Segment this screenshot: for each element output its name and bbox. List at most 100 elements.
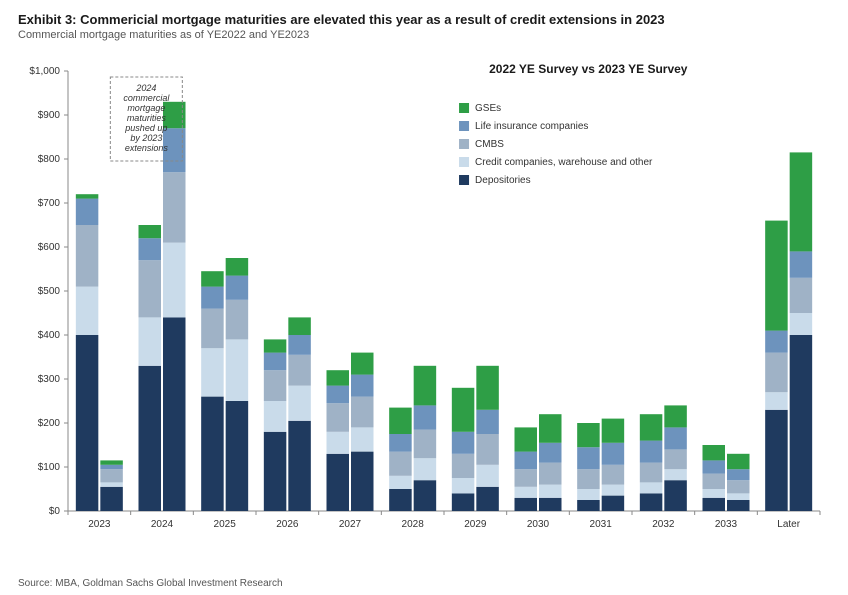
bar-segment (602, 496, 625, 511)
bar-segment (163, 172, 186, 242)
bar-segment (790, 251, 813, 277)
bar-segment (640, 463, 663, 483)
svg-text:2023: 2023 (88, 519, 111, 530)
legend-label: Depositories (475, 175, 531, 186)
bar-segment (327, 454, 350, 511)
bar-segment (327, 432, 350, 454)
bar-segment (226, 276, 249, 300)
bar-segment (288, 421, 311, 511)
bar-segment (288, 355, 311, 386)
annotation-text: mortgage (127, 103, 165, 113)
bar-segment (476, 487, 499, 511)
bar-segment (577, 500, 600, 511)
svg-text:2030: 2030 (527, 519, 550, 530)
svg-text:Later: Later (777, 519, 800, 530)
bar-segment (351, 452, 374, 511)
svg-text:$100: $100 (38, 462, 61, 473)
bar-segment (664, 480, 687, 511)
bar-segment (452, 493, 475, 511)
bar-segment (226, 339, 249, 401)
bar-segment (765, 353, 788, 393)
svg-text:2025: 2025 (214, 519, 237, 530)
bar-segment (100, 465, 123, 469)
annotation-text: 2024 (135, 83, 156, 93)
bar-segment (577, 447, 600, 469)
bar-segment (703, 445, 726, 460)
bar-segment (288, 335, 311, 355)
annotation-text: by 2023 (130, 133, 162, 143)
svg-text:$300: $300 (38, 374, 61, 385)
bar-segment (327, 370, 350, 385)
svg-text:$900: $900 (38, 110, 61, 121)
bar-segment (476, 465, 499, 487)
bar-segment (163, 243, 186, 318)
bar-segment (264, 370, 287, 401)
bar-segment (765, 331, 788, 353)
chart-area: $0$100$200$300$400$500$600$700$800$900$1… (18, 51, 830, 574)
bar-segment (664, 469, 687, 480)
bar-segment (389, 476, 412, 489)
exhibit-title: Exhibit 3: Commericial mortgage maturiti… (18, 12, 830, 27)
bar-segment (640, 482, 663, 493)
bar-segment (414, 366, 437, 406)
bar-segment (226, 401, 249, 511)
bar-segment (414, 430, 437, 459)
bar-segment (414, 405, 437, 429)
bar-segment (602, 443, 625, 465)
bar-segment (201, 348, 224, 396)
bar-segment (664, 449, 687, 469)
bar-segment (703, 460, 726, 473)
bar-segment (515, 452, 538, 470)
bar-segment (452, 454, 475, 478)
bar-segment (139, 366, 162, 511)
bar-segment (664, 405, 687, 427)
bar-segment (389, 434, 412, 452)
svg-text:2027: 2027 (339, 519, 362, 530)
svg-text:2032: 2032 (652, 519, 675, 530)
bar-segment (476, 410, 499, 434)
svg-text:2031: 2031 (590, 519, 613, 530)
bar-segment (476, 366, 499, 410)
bar-segment (640, 414, 663, 440)
bar-segment (264, 339, 287, 352)
bar-segment (327, 403, 350, 432)
svg-text:$0: $0 (49, 506, 61, 517)
bar-segment (226, 258, 249, 276)
bar-segment (389, 489, 412, 511)
legend-label: Credit companies, warehouse and other (475, 157, 653, 168)
svg-text:2029: 2029 (464, 519, 487, 530)
bar-segment (765, 392, 788, 410)
bar-segment (351, 375, 374, 397)
legend-swatch (459, 121, 469, 131)
bar-segment (351, 353, 374, 375)
bar-segment (139, 260, 162, 317)
bar-segment (201, 287, 224, 309)
legend-swatch (459, 175, 469, 185)
bar-segment (577, 423, 600, 447)
bar-segment (163, 317, 186, 511)
bar-segment (790, 278, 813, 313)
legend-label: GSEs (475, 103, 501, 114)
bar-segment (640, 441, 663, 463)
svg-text:$800: $800 (38, 154, 61, 165)
svg-text:2024: 2024 (151, 519, 174, 530)
annotation-text: extensions (125, 143, 169, 153)
bar-segment (640, 493, 663, 511)
bar-segment (790, 313, 813, 335)
bar-segment (100, 469, 123, 482)
bar-segment (76, 199, 99, 225)
bar-segment (452, 388, 475, 432)
bar-segment (201, 397, 224, 511)
bar-segment (515, 427, 538, 451)
bar-segment (100, 487, 123, 511)
bar-segment (515, 469, 538, 487)
bar-segment (790, 335, 813, 511)
bar-segment (765, 410, 788, 511)
legend-swatch (459, 157, 469, 167)
bar-segment (727, 469, 750, 480)
legend-label: Life insurance companies (475, 121, 588, 132)
svg-text:$700: $700 (38, 198, 61, 209)
svg-text:$500: $500 (38, 286, 61, 297)
bar-segment (76, 287, 99, 335)
bar-segment (539, 443, 562, 463)
